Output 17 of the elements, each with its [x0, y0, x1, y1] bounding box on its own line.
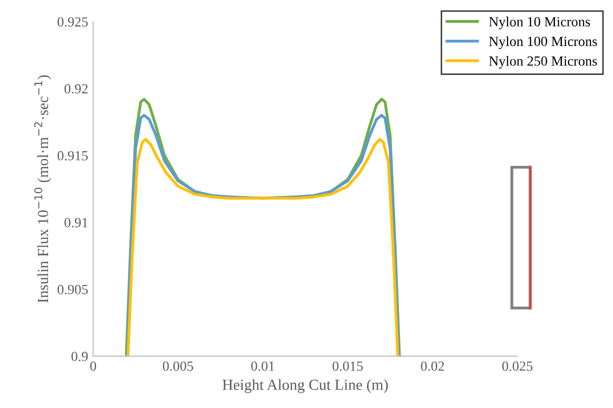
- x-axis-title: Height Along Cut Line (m): [222, 379, 388, 394]
- x-tick-label: 0.005: [162, 361, 194, 371]
- x-tick-label: 0.015: [332, 361, 363, 371]
- legend-label: Nylon 250 Microns: [489, 56, 597, 69]
- y-axis-title: Insulin Flux 10$^{−10}$ (mol·m$^{−2}$·sec$^{−1}$): [34, 75, 52, 303]
- y-tick-label: 0.91: [64, 218, 88, 228]
- legend-label: Nylon 10 Microns: [489, 16, 590, 30]
- y-tick-label: 0.915: [58, 151, 88, 160]
- x-tick-label: 0.025: [502, 361, 532, 371]
- x-tick-label: 0: [90, 361, 96, 371]
- legend-label: Nylon 100 Microns: [489, 36, 597, 49]
- y-tick-label: 0.9: [71, 352, 88, 362]
- y-tick-label: 0.925: [58, 17, 88, 27]
- x-tick-label: 0.01: [251, 361, 274, 371]
- y-tick-label: 0.92: [64, 84, 88, 94]
- x-tick-label: 0.02: [420, 361, 444, 371]
- y-tick-label: 0.905: [58, 284, 88, 294]
